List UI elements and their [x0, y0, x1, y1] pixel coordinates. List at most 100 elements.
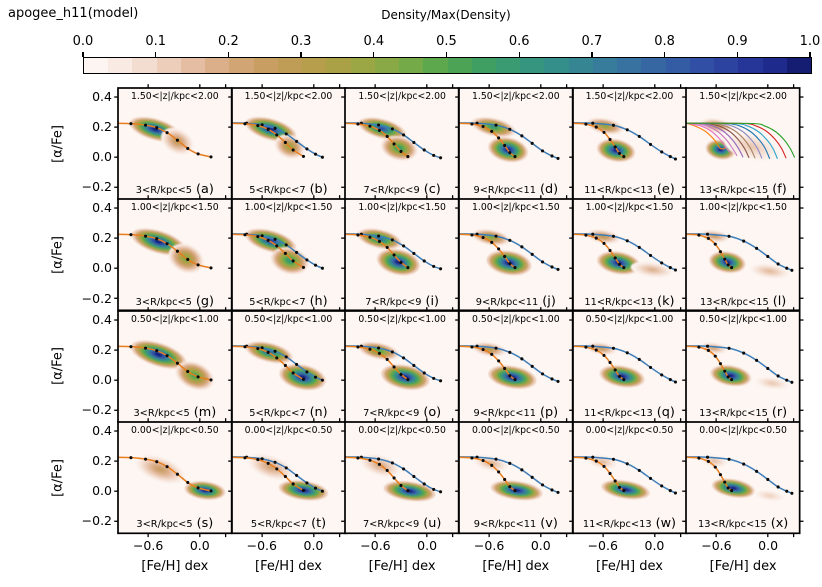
colorbar-tick-label: 0.4 [363, 34, 385, 49]
colorbar-segment [762, 58, 787, 73]
panel-bottom-label: 11<R/kpc<13 (e) [573, 182, 687, 197]
panel-r-bin-label: 11<R/kpc<13 [582, 519, 652, 531]
x-axis-label: [Fe/H] dex [141, 559, 209, 574]
panel-j: 1.00<|z|/kpc<1.50 9<R/kpc<11 (j) [455, 195, 577, 315]
density-blobs [585, 117, 635, 162]
panel-h: 1.00<|z|/kpc<1.50 5<R/kpc<7 (h) [227, 195, 350, 315]
model-tracks [686, 232, 794, 273]
panel-bottom-label: 3<R/kpc<5 (s) [118, 516, 232, 531]
panel-background [572, 88, 687, 200]
panel-letter: (o) [423, 404, 442, 420]
model-tracks [458, 232, 560, 272]
y-tick-label: −0.2 [81, 290, 112, 306]
panel-r-bin-label: 5<R/kpc<7 [250, 519, 308, 531]
colorbar-tick-label: 1.0 [799, 34, 821, 49]
panel-z-bin-label: 0.00<|z|/kpc<0.50 [358, 424, 446, 436]
colorbar-segment [374, 58, 400, 73]
model-tracks [686, 122, 796, 159]
y-tick-label: 0.4 [92, 311, 112, 327]
panel-plot [455, 195, 577, 315]
model-tracks [458, 344, 560, 383]
panel-letter: (a) [196, 182, 214, 198]
density-blobs [586, 454, 649, 499]
panel-p: 0.50<|z|/kpc<1.00 9<R/kpc<11 (p) [455, 306, 577, 426]
y-tick-label: 0.0 [92, 149, 112, 165]
panel-letter: (s) [196, 516, 214, 532]
model-tracks [231, 121, 324, 159]
panel-letter: (j) [542, 293, 556, 309]
y-axis-label: [α/Fe] [50, 124, 66, 163]
x-axis-label: [Fe/H] dex [482, 559, 550, 574]
colorbar-tick-label: 0.1 [145, 34, 167, 49]
panel-background [458, 310, 573, 422]
model-tracks [231, 344, 324, 382]
panel-letter: (w) [655, 516, 677, 532]
panel-a: 1.50<|z|/kpc<2.00 3<R/kpc<5 (a) [114, 84, 236, 204]
colorbar-segment [520, 58, 545, 73]
panel-letter: (u) [423, 516, 442, 532]
panel-z-bin-label: 0.00<|z|/kpc<0.50 [244, 424, 333, 436]
panel-bottom-label: 11<R/kpc<13 (k) [573, 294, 687, 309]
panel-bottom-label: 7<R/kpc<9 (i) [345, 294, 459, 309]
colorbar-segment [132, 58, 157, 73]
model-tracks [345, 344, 443, 382]
panel-plot [341, 418, 463, 537]
panel-r-bin-label: 9<R/kpc<11 [475, 296, 539, 308]
panel-plot [682, 195, 804, 315]
panel-plot [341, 306, 463, 426]
panel-b: 1.50<|z|/kpc<2.00 5<R/kpc<7 (b) [227, 84, 350, 204]
panel-plot [341, 84, 463, 204]
panel-r-bin-label: 5<R/kpc<7 [249, 407, 306, 419]
panel-r-bin-label: 13<R/kpc<15 [699, 296, 769, 308]
y-tick-label: 0.2 [92, 230, 112, 246]
x-axis-label: [Fe/H] dex [368, 559, 436, 574]
colorbar-segment [108, 58, 133, 73]
y-axis-label: [α/Fe] [50, 236, 66, 274]
colorbar-segment [471, 58, 496, 73]
panel-background [572, 310, 687, 422]
panel-plot [568, 195, 691, 315]
colorbar-tick [445, 52, 448, 57]
colorbar-segment [592, 58, 618, 73]
panel-i: 1.00<|z|/kpc<1.50 7<R/kpc<9 (i) [341, 195, 463, 315]
y-tick-label: −0.2 [81, 179, 112, 195]
panel-letter: (p) [540, 404, 559, 420]
panel-z-bin-label: 1.00<|z|/kpc<1.50 [244, 202, 333, 214]
y-tick-label: 0.2 [92, 453, 112, 468]
panel-plot [568, 418, 691, 537]
panel-z-bin-label: 1.00<|z|/kpc<1.50 [131, 202, 219, 214]
x-tick-label: −0.6 [246, 538, 277, 553]
model-tracks [686, 344, 794, 384]
colorbar-tick-label: 0.3 [290, 34, 312, 49]
panel-z-bin-label: 1.00<|z|/kpc<1.50 [471, 202, 560, 214]
panel-z-bin-label: 1.00<|z|/kpc<1.50 [585, 202, 674, 214]
colorbar-segment [495, 58, 521, 73]
model-tracks [118, 344, 213, 382]
panel-d: 1.50<|z|/kpc<2.00 9<R/kpc<11 (d) [455, 84, 577, 204]
panel-bottom-label: 7<R/kpc<9 (o) [345, 405, 459, 420]
panel-letter: (n) [309, 404, 328, 420]
panel-x: 0.00<|z|/kpc<0.50 13<R/kpc<15 (x) [682, 418, 804, 537]
x-axis-label: [Fe/H] dex [709, 559, 777, 574]
y-tick-label: 0.4 [92, 89, 112, 105]
panel-r-bin-label: 9<R/kpc<11 [473, 519, 537, 531]
model-tracks [572, 344, 677, 384]
y-tick-label: −0.2 [81, 513, 112, 529]
colorbar-segment [277, 58, 303, 73]
panel-r-bin-label: 3<R/kpc<5 [135, 185, 193, 197]
colorbar-tick-label: 0.5 [436, 34, 457, 49]
panel-plot [227, 195, 350, 315]
panel-letter: (k) [657, 293, 675, 309]
x-tick-label: −0.6 [132, 538, 164, 553]
x-tick-label: 0.0 [644, 538, 665, 553]
colorbar-segment [326, 58, 351, 73]
panel-z-bin-label: 1.50<|z|/kpc<2.00 [244, 91, 333, 102]
model-tracks [458, 455, 560, 494]
density-blobs [700, 341, 791, 390]
panel-bottom-label: 13<R/kpc<15 (l) [686, 294, 800, 309]
panel-background [686, 310, 800, 422]
panel-bottom-label: 13<R/kpc<15 (x) [686, 516, 800, 531]
y-tick-label: 0.0 [92, 483, 112, 499]
panel-r-bin-label: 7<R/kpc<9 [365, 296, 422, 308]
panel-z-bin-label: 0.50<|z|/kpc<1.00 [471, 313, 560, 325]
